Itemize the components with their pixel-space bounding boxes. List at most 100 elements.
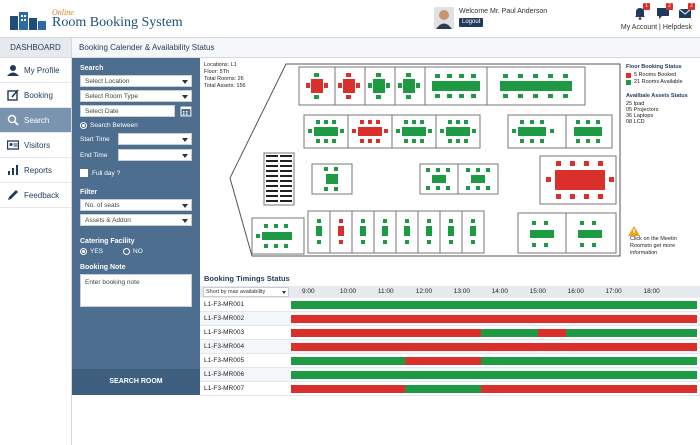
info-total-rooms: Total Rooms: 26 [204, 76, 244, 82]
booked-segment[interactable] [480, 385, 697, 393]
sort-select[interactable]: Short by max availability [203, 287, 289, 297]
search-room-button[interactable]: SEARCH ROOM [72, 369, 200, 395]
nav-visitors[interactable]: Visitors [0, 133, 71, 158]
room-b-10[interactable] [517, 212, 567, 254]
room-mid-2[interactable] [347, 114, 393, 149]
table-row[interactable]: L1-F3-MR003 [200, 326, 700, 340]
room-c-1[interactable] [311, 163, 353, 195]
table-row[interactable]: L1-F3-MR001 [200, 298, 700, 312]
calendar-icon[interactable] [180, 105, 192, 117]
room-mid-5[interactable] [507, 114, 567, 149]
end-time-select[interactable] [118, 149, 192, 161]
room-top-4[interactable] [394, 66, 426, 106]
table-row[interactable]: L1-F3-MR005 [200, 354, 700, 368]
table-row[interactable]: L1-F3-MR004 [200, 340, 700, 354]
room-big[interactable] [539, 155, 617, 205]
availability-bar[interactable] [291, 315, 697, 323]
logo[interactable]: Online Room Booking System [8, 6, 183, 32]
start-time-select[interactable] [118, 133, 192, 145]
catering-yes-option[interactable]: YES [80, 248, 103, 255]
nav-reports[interactable]: Reports [0, 158, 71, 183]
hour-label: 13:00 [453, 288, 471, 295]
logout-button[interactable]: Logout [459, 18, 484, 27]
room-b-9[interactable] [461, 210, 485, 254]
room-mid-4[interactable] [435, 114, 481, 149]
room-b-4[interactable] [351, 210, 375, 254]
room-b-2[interactable] [307, 210, 331, 254]
comment-icon[interactable]: 2 [656, 3, 673, 20]
search-title: Search [80, 65, 104, 72]
table-row[interactable]: L1-F3-MR007 [200, 382, 700, 396]
room-b-7[interactable] [417, 210, 441, 254]
availability-bar[interactable] [291, 385, 697, 393]
room-b-3[interactable] [329, 210, 353, 254]
booked-segment[interactable] [291, 329, 481, 337]
nav-my-profile[interactable]: My Profile [0, 58, 71, 83]
timings-title: Booking Timings Status [204, 274, 290, 283]
chevron-down-icon [182, 204, 188, 208]
dashboard-link[interactable]: DASHBOARD [0, 38, 71, 58]
table-row[interactable]: L1-F3-MR002 [200, 312, 700, 326]
room-top-6[interactable] [486, 66, 586, 106]
hour-label: 16:00 [567, 288, 584, 295]
room-c-2[interactable] [419, 163, 459, 195]
top-bar: Online Room Booking System Welcome Mr. P… [0, 0, 700, 38]
room-b-11[interactable] [565, 212, 617, 254]
hour-label: 15:00 [529, 288, 546, 295]
booked-segment[interactable] [404, 357, 481, 365]
booked-segment[interactable] [291, 315, 697, 323]
room-top-2[interactable] [334, 66, 366, 106]
envelope-icon[interactable]: 2 [678, 3, 695, 20]
avatar[interactable] [434, 7, 454, 29]
room-top-1[interactable] [298, 66, 336, 106]
room-top-3[interactable] [364, 66, 396, 106]
availability-bar[interactable] [291, 301, 697, 309]
hour-label: 11:00 [377, 288, 394, 295]
comment-badge: 2 [666, 3, 673, 10]
end-time-label: End Time [80, 151, 108, 159]
assets-select[interactable]: Assets & Addon [80, 214, 192, 226]
bell-icon[interactable]: 1 [633, 3, 650, 20]
nav-booking[interactable]: Booking [0, 83, 71, 108]
room-type-select[interactable]: Select Room Type [80, 90, 192, 102]
room-b-5[interactable] [373, 210, 397, 254]
booked-segment[interactable] [291, 385, 405, 393]
nav-feedback[interactable]: Feedback [0, 183, 71, 208]
room-top-5[interactable] [424, 66, 488, 106]
catering-no-option[interactable]: NO [123, 248, 143, 255]
assets-status-title: Availbale Assets Status [626, 93, 688, 99]
room-c-3[interactable] [457, 163, 499, 195]
room-b-8[interactable] [439, 210, 463, 254]
stairs [263, 152, 295, 206]
room-mid-6[interactable] [565, 114, 613, 149]
date-input[interactable]: Select Date [80, 105, 176, 117]
availability-bar[interactable] [291, 371, 697, 379]
room-b-1[interactable] [251, 217, 305, 255]
full-day-checkbox[interactable]: Full day ? [80, 169, 192, 177]
logo-online-text: Online [52, 8, 74, 17]
room-mid-3[interactable] [391, 114, 437, 149]
booked-segment[interactable] [537, 329, 567, 337]
nav-search[interactable]: Search [0, 108, 71, 133]
booking-note-field[interactable]: Enter booking note [80, 274, 192, 307]
seats-select[interactable]: No. of seats [80, 199, 192, 211]
availability-bar[interactable] [291, 343, 697, 351]
chevron-down-icon [182, 95, 188, 99]
logo-title: Room Booking System [52, 15, 183, 30]
room-name: L1-F3-MR007 [204, 385, 245, 392]
table-row[interactable]: L1-F3-MR006 [200, 368, 700, 382]
radio-icon [80, 122, 87, 129]
booked-segment[interactable] [291, 343, 697, 351]
nav-label: My Profile [24, 66, 60, 75]
room-mid-1[interactable] [303, 114, 349, 149]
account-links[interactable]: My Account | Helpdesk [620, 24, 692, 31]
floor-plan [229, 63, 640, 257]
hour-label: 14:00 [491, 288, 508, 295]
room-b-6[interactable] [395, 210, 419, 254]
availability-bar[interactable] [291, 329, 697, 337]
availability-bar[interactable] [291, 357, 697, 365]
available-swatch [626, 79, 631, 85]
search-between-option[interactable]: Search Between [80, 122, 192, 129]
map-note: Click on the Meetin Roomsto get more inf… [630, 236, 677, 256]
location-select[interactable]: Select Location [80, 75, 192, 87]
